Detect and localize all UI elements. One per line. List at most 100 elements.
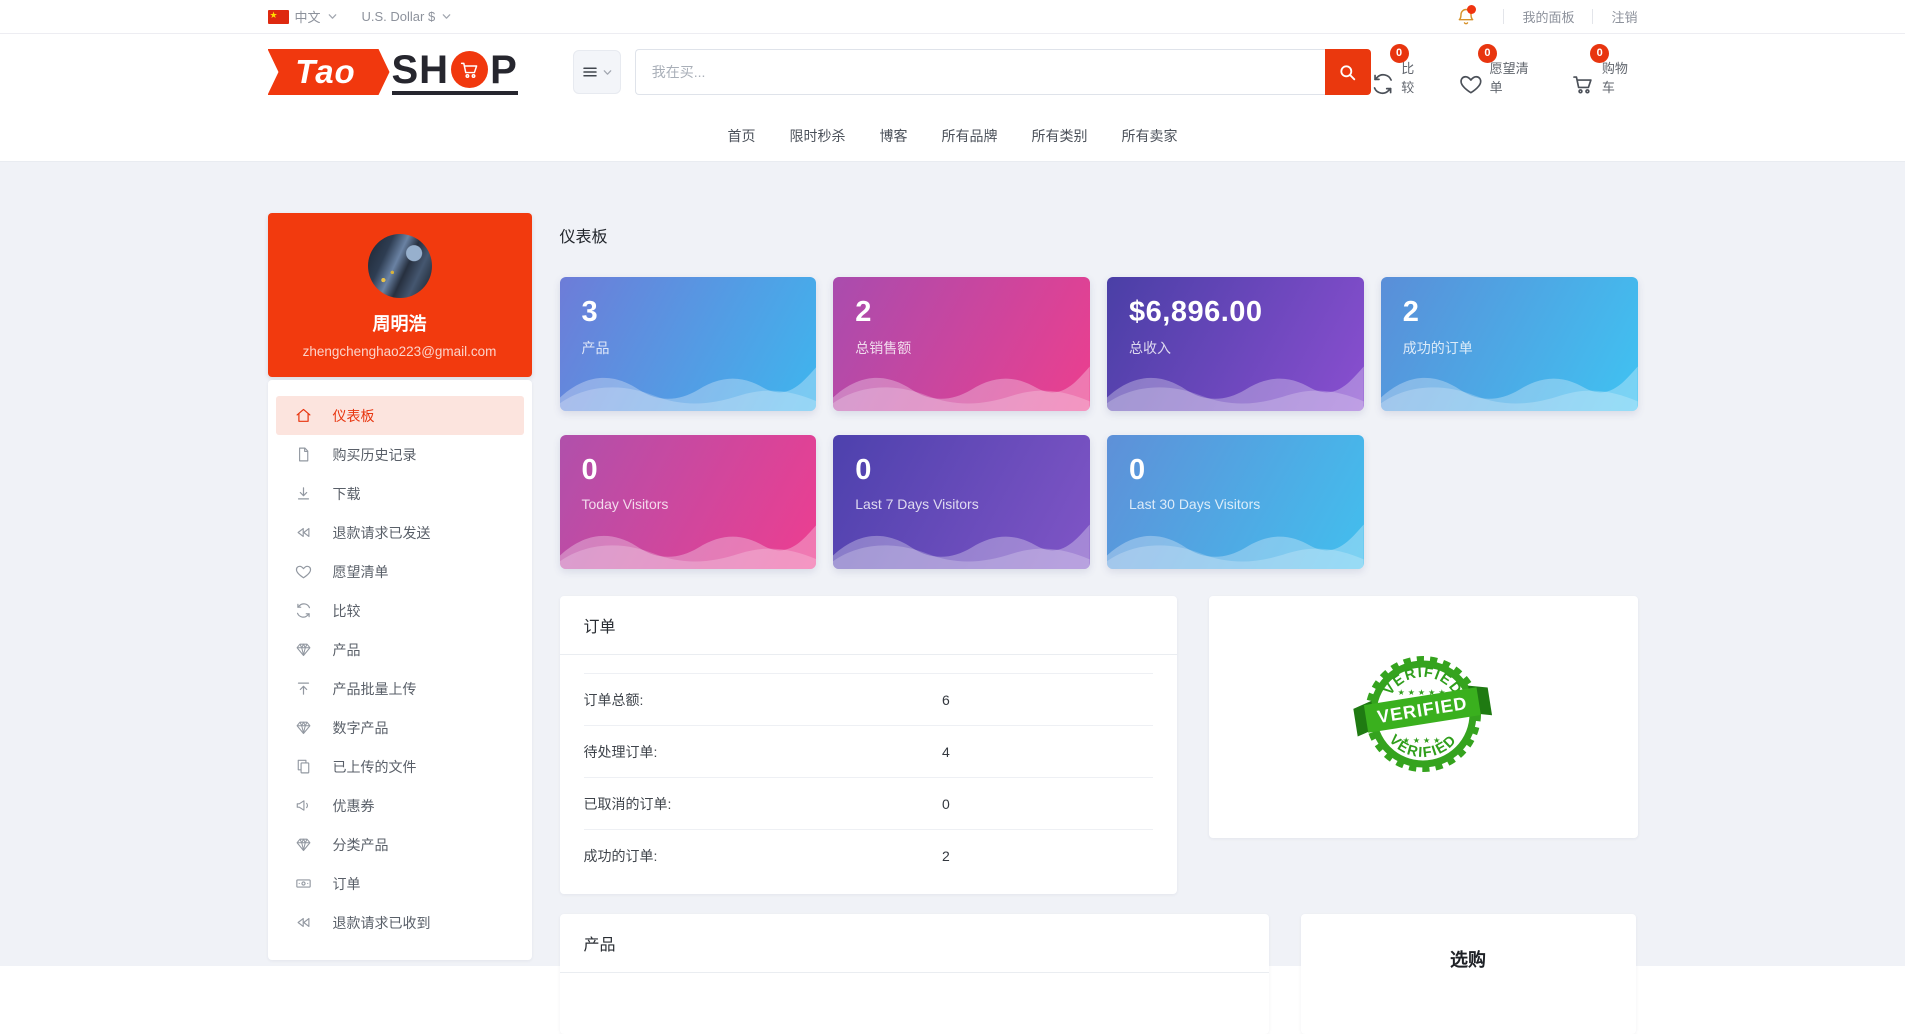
cart-link[interactable]: 0 购物车 [1571,43,1637,97]
sidebar-menu-item[interactable]: 退款请求已收到 [276,903,524,942]
currency-label: U.S. Dollar $ [361,9,436,24]
verified-badge: VERIFIED VERIFIED ★★★★★ ★★★★ [1353,656,1493,772]
stat-card: 0 Today Visitors [559,435,817,569]
nav-link[interactable]: 首页 [727,127,756,144]
wave-decoration [559,524,817,569]
sidebar-item-label: 数字产品 [332,719,389,736]
products-panel: 产品 [559,914,1269,1034]
stat-card: 2 成功的订单 [1380,277,1638,411]
search-input[interactable] [634,49,1325,95]
nav-link[interactable]: 所有卖家 [1121,127,1178,144]
profile-name: 周明浩 [372,314,427,334]
stat-card: 0 Last 30 Days Visitors [1107,435,1364,569]
avatar [367,234,432,298]
stat-value: 0 [855,454,872,486]
chevron-down-icon [441,11,452,22]
order-stat-value: 2 [941,847,950,864]
sidebar-item-label: 产品 [332,641,361,658]
sidebar-menu-item[interactable]: 产品批量上传 [276,669,524,708]
svg-text:★★★★★: ★★★★★ [1398,688,1449,697]
currency-selector[interactable]: U.S. Dollar $ [362,9,453,24]
rewind-icon [295,914,312,931]
compare-link[interactable]: 0 比较 [1371,43,1425,97]
sidebar-item-label: 订单 [332,875,361,892]
order-stat-value: 6 [941,691,950,708]
sidebar-menu: 仪表板 购买历史记录 下载 退款请求已发送 愿望清单 [267,380,532,960]
notification-bell-icon[interactable] [1456,7,1476,27]
wishlist-link[interactable]: 0 愿望清单 [1459,43,1537,97]
wishlist-label: 愿望清单 [1489,60,1529,95]
home-icon [295,407,312,424]
stat-card: 2 总销售额 [833,277,1090,411]
stat-label: Last 7 Days Visitors [855,496,979,512]
site-logo[interactable]: Tao SH P [267,49,518,95]
search-icon [1338,63,1357,82]
sidebar-item-label: 退款请求已收到 [332,914,431,931]
stat-value: $6,896.00 [1129,296,1263,328]
profile-card: 周明浩 zhengchenghao223@gmail.com [267,213,532,377]
order-stat-row: 待处理订单: 4 [583,725,1153,777]
order-stat-label: 待处理订单: [583,743,658,760]
nav-link[interactable]: 博客 [879,127,908,144]
sidebar-menu-item[interactable]: 优惠券 [276,786,524,825]
main-panel: 仪表板 3 产品 2 总销售额 [559,213,1638,1034]
nav-link[interactable]: 限时秒杀 [789,127,846,144]
my-panel-link[interactable]: 我的面板 [1522,10,1575,25]
nav-link[interactable]: 所有类别 [1031,127,1088,144]
sidebar-menu-item[interactable]: 分类产品 [276,825,524,864]
heart-icon [1459,71,1483,97]
search-button[interactable] [1324,49,1371,95]
content-area: 周明浩 zhengchenghao223@gmail.com 仪表板 购买历史记… [0,162,1905,1034]
cart-icon [1571,71,1595,97]
stat-value: 2 [855,296,872,328]
compare-icon [1371,71,1395,97]
divider [1592,9,1594,24]
stat-value: 3 [581,296,599,328]
gem-icon [295,836,312,853]
order-stat-label: 订单总额: [583,691,644,708]
stat-card: 0 Last 7 Days Visitors [833,435,1090,569]
stat-cards-grid: 3 产品 2 总销售额 $6 [559,277,1638,569]
rewind-icon [295,524,312,541]
sidebar-item-label: 优惠券 [332,797,375,814]
sidebar-item-label: 分类产品 [332,836,389,853]
sidebar-menu-item[interactable]: 仪表板 [275,396,524,435]
search-bar [634,49,1371,95]
wishlist-count-badge: 0 [1477,43,1497,63]
logout-link[interactable]: 注销 [1611,10,1638,25]
sidebar-item-label: 愿望清单 [332,563,389,580]
sidebar-menu-item[interactable]: 下载 [276,474,524,513]
divider [1503,9,1505,24]
sidebar-menu-item[interactable]: 愿望清单 [276,552,524,591]
sidebar-item-label: 已上传的文件 [332,758,417,775]
sidebar-menu-item[interactable]: 订单 [276,864,524,903]
header: Tao SH P 0 比较 0 [0,34,1905,110]
wave-decoration [1380,366,1638,411]
sidebar-menu-item[interactable]: 购买历史记录 [276,435,524,474]
language-selector[interactable]: ★ 中文 [267,7,338,26]
compare-icon [295,602,312,619]
gem-icon [295,641,312,658]
sidebar-menu-item[interactable]: 比较 [276,591,524,630]
stat-label: Today Visitors [581,496,669,512]
nav-link[interactable]: 所有品牌 [941,127,998,144]
sidebar-menu-item[interactable]: 产品 [276,630,524,669]
stat-value: 0 [581,454,599,486]
profile-email: zhengchenghao223@gmail.com [302,344,497,359]
logo-tao-ribbon: Tao [267,49,390,95]
stat-value: 2 [1402,296,1420,328]
shop-panel-title: 选购 [1450,950,1486,970]
stat-label: 产品 [581,340,610,356]
sidebar-item-label: 下载 [332,485,361,502]
order-stat-label: 已取消的订单: [583,795,672,812]
chevron-down-icon [602,67,613,78]
page-title: 仪表板 [559,229,608,246]
main-nav: 首页 限时秒杀 博客 所有品牌 所有类别 所有卖家 [0,110,1905,162]
sidebar-menu-item[interactable]: 已上传的文件 [276,747,524,786]
compare-label: 比较 [1401,60,1415,95]
sidebar-menu-item[interactable]: 退款请求已发送 [276,513,524,552]
category-menu-button[interactable] [572,50,621,94]
order-stat-value: 4 [941,743,950,760]
sidebar-menu-item[interactable]: 数字产品 [276,708,524,747]
copy-icon [295,758,312,775]
